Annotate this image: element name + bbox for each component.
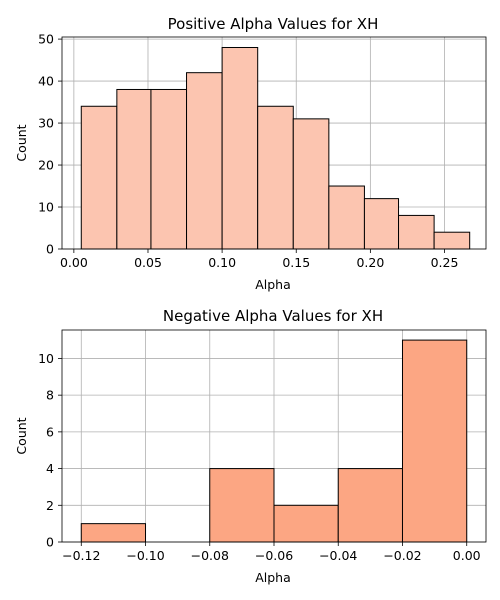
y-tick-label: 40 [38,74,54,89]
histogram-bar [80,105,118,250]
x-tick-label: 0.00 [453,548,481,563]
histogram-bar [221,46,259,250]
y-tick-label: 10 [38,200,54,215]
histogram-bar [80,523,147,543]
y-axis-label: Count [14,124,29,161]
x-axis-label: Alpha [255,277,291,292]
y-tick-label: 2 [46,498,54,513]
positive-alpha-histogram: Positive Alpha Values for XH 0.00 0.05 0.1… [14,15,487,292]
histogram-bar [292,118,330,250]
histogram-bar [433,231,471,250]
x-tick-label: 0.25 [431,255,459,270]
x-tick-label: −0.10 [126,548,164,563]
y-axis-label: Count [14,417,29,454]
negative-alpha-histogram: Negative Alpha Values for XH −0.12 −0.10 −… [14,307,487,585]
histogram-bar [337,468,403,543]
histogram-bar [257,105,294,250]
x-tick-label: 0.15 [282,255,310,270]
y-tick-label: 30 [38,116,54,131]
x-tick-label: −0.02 [383,548,421,563]
histogram-bar [398,214,435,250]
y-tick-label: 8 [46,388,54,403]
plot-frame [61,36,487,250]
x-axis-label: Alpha [255,570,291,585]
histogram-bar [363,198,400,250]
x-tick-label: 0.00 [60,255,88,270]
x-tick-label: 0.20 [356,255,384,270]
y-tick-label: 0 [46,535,54,550]
histogram-bar [401,339,468,543]
y-tick-label: 20 [38,158,54,173]
histogram-bar [186,72,223,250]
chart-title: Positive Alpha Values for XH [168,15,379,33]
y-tick-label: 6 [46,424,54,439]
x-tick-label: −0.12 [62,548,100,563]
histogram-bar [209,468,275,543]
x-tick-label: 0.05 [134,255,162,270]
histogram-bar [116,88,152,250]
y-tick-label: 50 [38,32,54,47]
x-tick-label: −0.04 [319,548,357,563]
y-tick-label: 0 [46,242,54,257]
y-tick-label: 10 [38,351,54,366]
y-tick-label: 4 [46,461,54,476]
histogram-bar [328,185,365,250]
histogram-bar [150,88,188,250]
x-tick-label: −0.06 [255,548,293,563]
x-tick-label: −0.08 [191,548,229,563]
x-tick-label: 0.10 [208,255,236,270]
chart-title: Negative Alpha Values for XH [163,307,383,325]
histogram-bar [273,504,339,543]
